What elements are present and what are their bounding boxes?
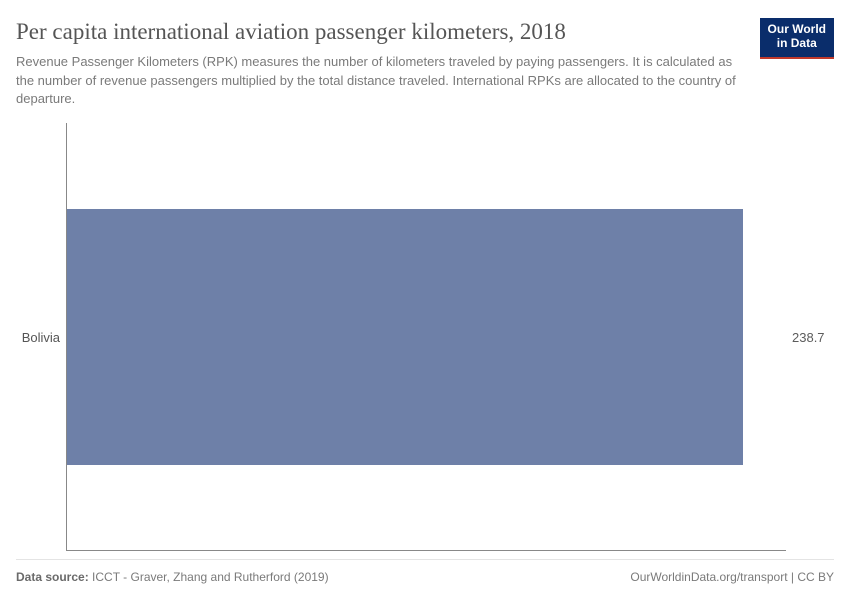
attribution: OurWorldinData.org/transport | CC BY bbox=[630, 570, 834, 584]
plot-area bbox=[66, 123, 786, 551]
source-text: ICCT - Graver, Zhang and Rutherford (201… bbox=[92, 570, 329, 584]
logo-line-2: in Data bbox=[777, 36, 817, 50]
source-prefix: Data source: bbox=[16, 570, 89, 584]
footer: Data source: ICCT - Graver, Zhang and Ru… bbox=[16, 559, 834, 588]
chart-subtitle: Revenue Passenger Kilometers (RPK) measu… bbox=[16, 53, 736, 110]
header: Per capita international aviation passen… bbox=[16, 18, 834, 109]
logo-line-1: Our World bbox=[768, 22, 826, 36]
category-label: Bolivia bbox=[22, 330, 60, 345]
chart-title: Per capita international aviation passen… bbox=[16, 18, 748, 47]
value-label-area: 238.7 bbox=[786, 123, 834, 551]
bar-value-label: 238.7 bbox=[792, 330, 825, 345]
chart-container: Per capita international aviation passen… bbox=[0, 0, 850, 600]
data-source: Data source: ICCT - Graver, Zhang and Ru… bbox=[16, 570, 329, 584]
title-block: Per capita international aviation passen… bbox=[16, 18, 760, 109]
bar bbox=[67, 209, 743, 465]
chart-area: Bolivia 238.7 bbox=[16, 123, 834, 551]
y-axis-labels: Bolivia bbox=[16, 123, 66, 551]
owid-logo: Our World in Data bbox=[760, 18, 834, 59]
